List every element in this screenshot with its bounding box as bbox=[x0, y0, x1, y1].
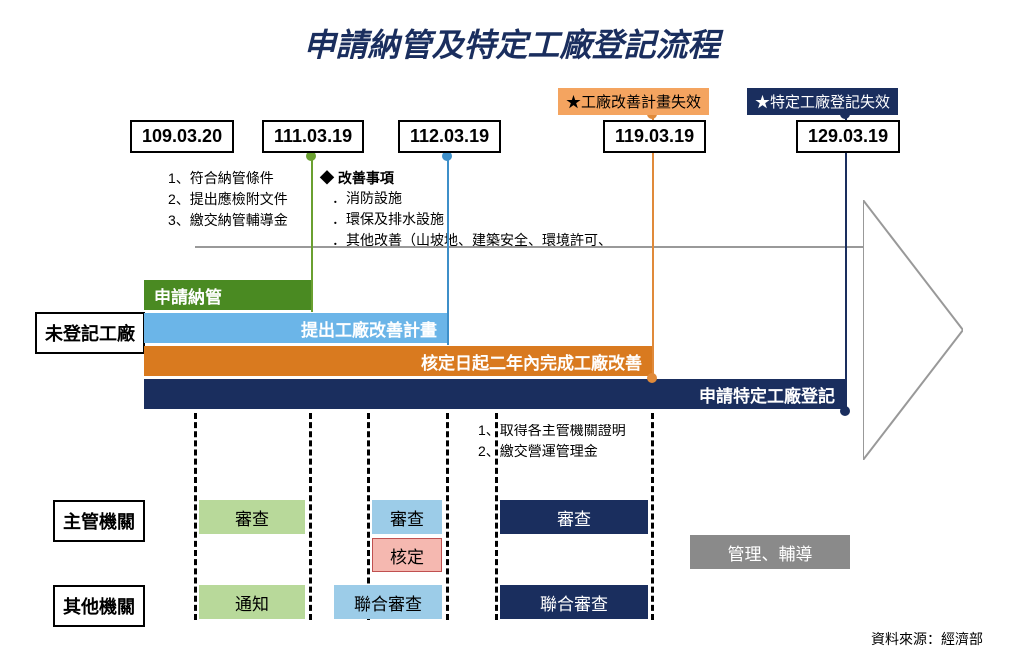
vline-d5 bbox=[845, 113, 847, 413]
dash-4a bbox=[495, 413, 498, 620]
row-label-authority: 主管機關 bbox=[53, 500, 145, 542]
note-improve-title: ◆ 改善事項 bbox=[320, 168, 394, 189]
dash-3b bbox=[446, 413, 449, 620]
date-3: 112.03.19 bbox=[398, 120, 501, 153]
dot-d4-bot bbox=[647, 373, 657, 383]
bar-plan: 提出工廠改善計畫 bbox=[144, 313, 447, 343]
box-joint-1: 聯合審查 bbox=[334, 585, 442, 619]
bar-improve: 核定日起二年內完成工廠改善 bbox=[144, 346, 652, 376]
box-approve: 核定 bbox=[372, 538, 442, 572]
dash-1 bbox=[194, 413, 197, 620]
date-4: 119.03.19 bbox=[603, 120, 706, 153]
note-post: 1、取得各主管機關證明 2、繳交營運管理金 bbox=[478, 420, 626, 462]
bar-register: 申請特定工廠登記 bbox=[144, 379, 845, 409]
tag-reg-invalid: ★特定工廠登記失效 bbox=[747, 88, 898, 115]
box-review-3: 審查 bbox=[500, 500, 648, 534]
date-5: 129.03.19 bbox=[796, 120, 900, 153]
row-label-other: 其他機關 bbox=[53, 585, 145, 627]
bar-apply: 申請納管 bbox=[144, 280, 311, 310]
date-1: 109.03.20 bbox=[130, 120, 234, 153]
page-title: 申請納管及特定工廠登記流程 bbox=[0, 0, 1023, 66]
tag-plan-invalid: ★工廠改善計畫失效 bbox=[558, 88, 709, 115]
timeline-arrow-head bbox=[863, 200, 963, 460]
vline-d3 bbox=[447, 152, 449, 345]
box-joint-2: 聯合審查 bbox=[500, 585, 648, 619]
box-notify: 通知 bbox=[199, 585, 305, 619]
box-manage: 管理、輔導 bbox=[690, 535, 850, 569]
date-2: 111.03.19 bbox=[262, 120, 364, 153]
row-label-unregistered: 未登記工廠 bbox=[35, 312, 145, 354]
box-review-2: 審查 bbox=[372, 500, 442, 534]
box-review-1: 審查 bbox=[199, 500, 305, 534]
dash-4b bbox=[651, 413, 654, 620]
dot-d5-bot bbox=[840, 406, 850, 416]
note-conditions: 1、符合納管條件 2、提出應檢附文件 3、繳交納管輔導金 bbox=[168, 168, 288, 231]
vline-d2 bbox=[311, 152, 313, 312]
dash-2 bbox=[309, 413, 312, 620]
source-text: 資料來源：經濟部 bbox=[871, 629, 983, 649]
